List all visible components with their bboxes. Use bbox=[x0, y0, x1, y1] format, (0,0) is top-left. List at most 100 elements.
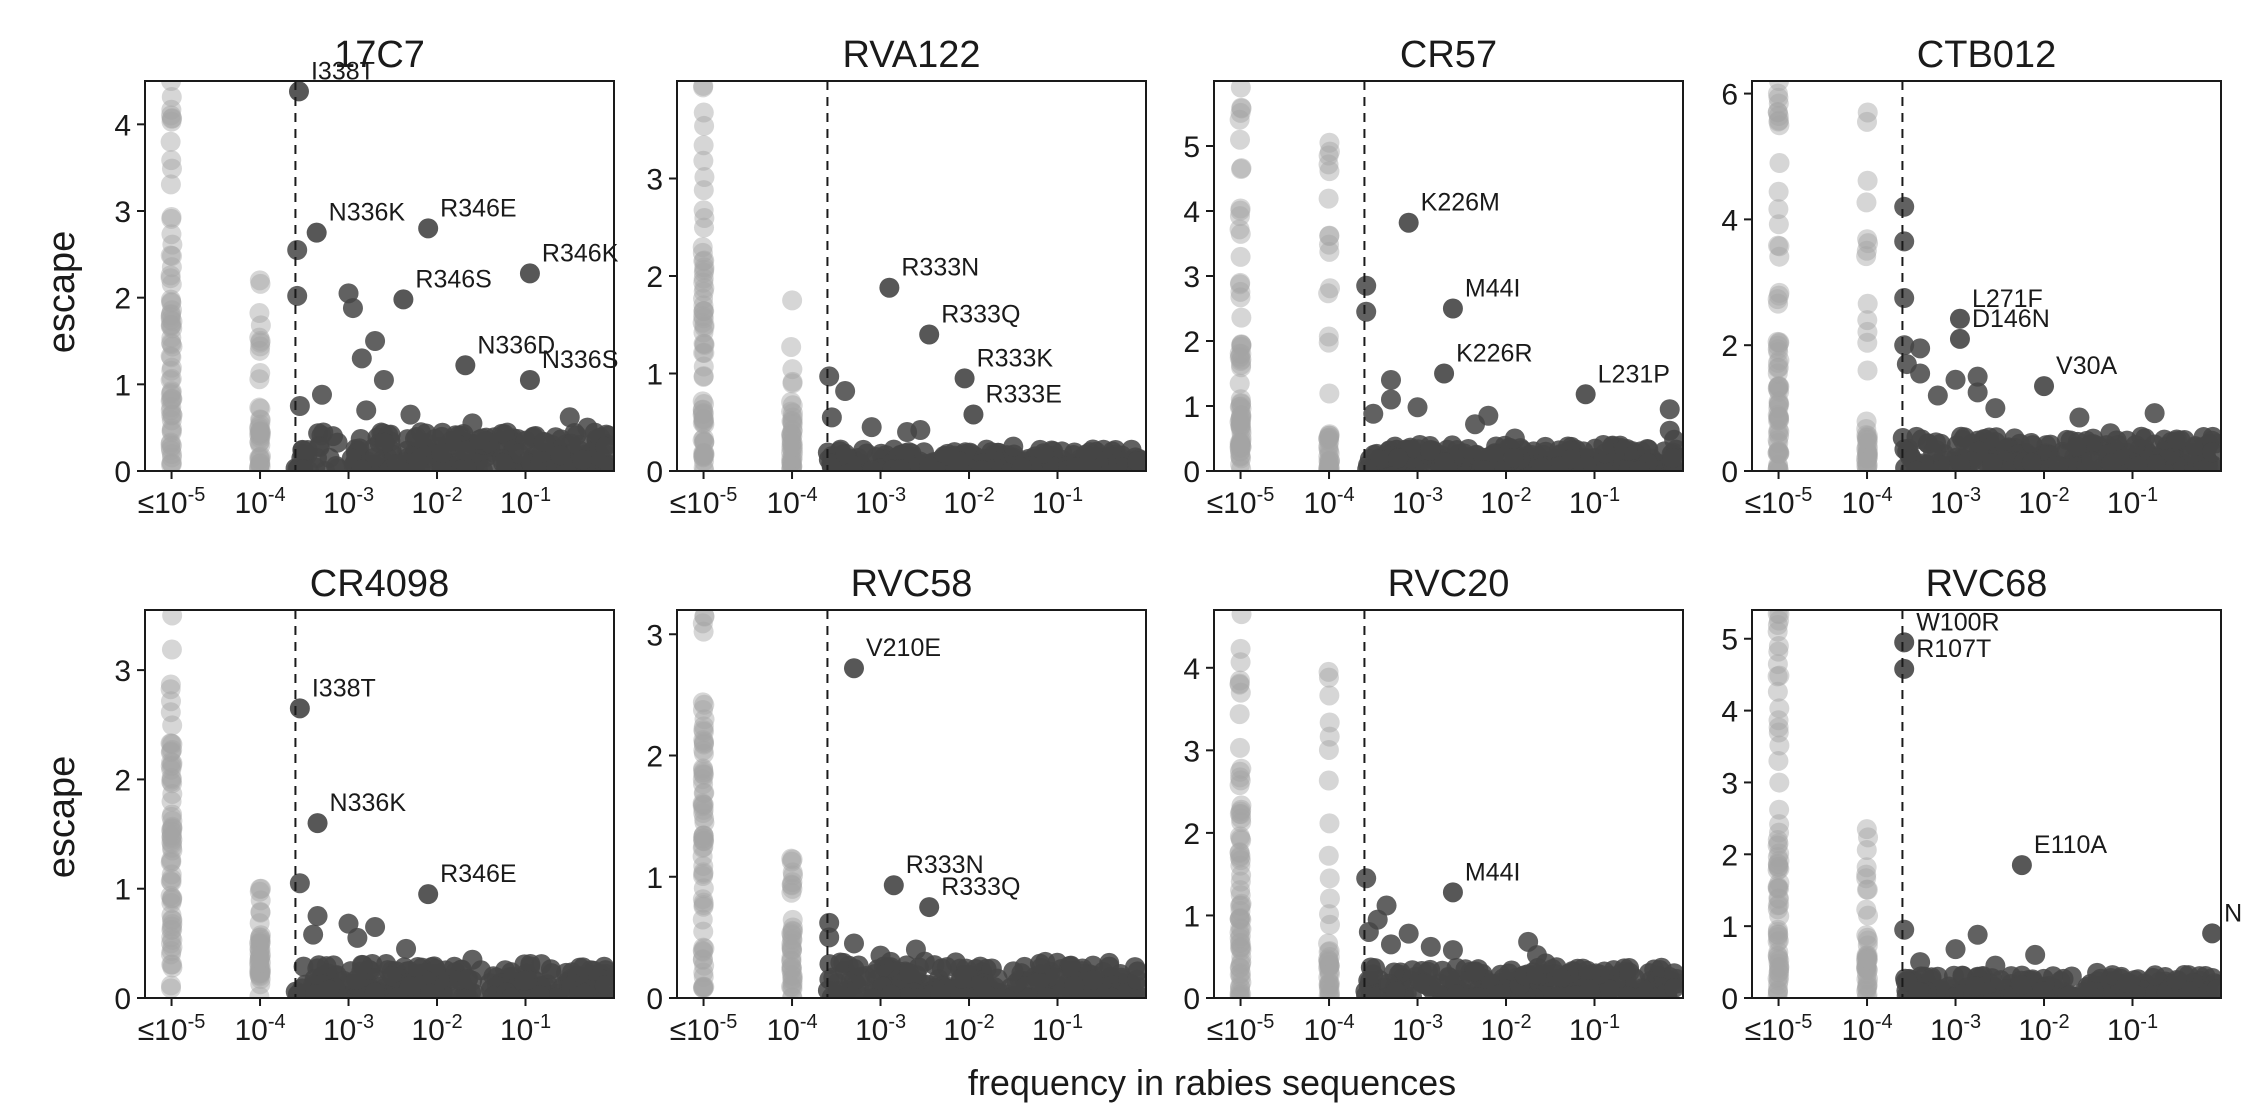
point-below-cutoff bbox=[1230, 907, 1251, 928]
point-below-cutoff bbox=[693, 825, 714, 846]
point-above-cutoff bbox=[894, 443, 915, 464]
point-below-cutoff bbox=[160, 702, 181, 723]
point-annotation: N336S bbox=[542, 346, 618, 374]
point-below-cutoff bbox=[1319, 425, 1340, 446]
point-below-cutoff bbox=[161, 360, 182, 381]
point-below-cutoff bbox=[1769, 381, 1790, 402]
point-below-cutoff bbox=[162, 954, 183, 975]
point-above-cutoff bbox=[1356, 275, 1377, 296]
x-tick-label: 10-3 bbox=[323, 484, 374, 520]
point-below-cutoff bbox=[1768, 379, 1789, 400]
point-below-cutoff bbox=[249, 947, 270, 968]
point-below-cutoff bbox=[1768, 974, 1789, 995]
point-below-cutoff bbox=[781, 851, 802, 872]
x-tick-label: 10-1 bbox=[1032, 1011, 1083, 1047]
y-tick-label: 1 bbox=[646, 862, 663, 895]
point-below-cutoff bbox=[250, 933, 271, 954]
point-below-cutoff bbox=[1767, 860, 1788, 881]
point-above-cutoff bbox=[862, 987, 883, 998]
point-labeled bbox=[1949, 328, 1970, 349]
point-below-cutoff bbox=[1858, 968, 1879, 989]
point-below-cutoff bbox=[1857, 429, 1878, 450]
point-below-cutoff bbox=[1857, 959, 1878, 980]
point-below-cutoff bbox=[1857, 433, 1878, 454]
point-above-cutoff bbox=[1550, 968, 1571, 989]
point-below-cutoff bbox=[1230, 223, 1251, 244]
point-below-cutoff bbox=[161, 291, 182, 312]
point-below-cutoff bbox=[692, 949, 713, 970]
point-above-cutoff bbox=[351, 954, 372, 975]
x-tick-label: 10-4 bbox=[766, 484, 817, 520]
point-below-cutoff bbox=[250, 423, 271, 444]
point-below-cutoff bbox=[781, 976, 802, 997]
point-below-cutoff bbox=[1319, 956, 1340, 977]
point-below-cutoff bbox=[249, 453, 270, 471]
point-above-cutoff bbox=[843, 933, 864, 954]
point-above-cutoff bbox=[1011, 457, 1032, 471]
y-tick-label: 1 bbox=[646, 359, 663, 392]
points-layer bbox=[692, 81, 1146, 471]
point-above-cutoff bbox=[1985, 398, 2006, 419]
point-below-cutoff bbox=[161, 327, 182, 348]
point-below-cutoff bbox=[1231, 307, 1252, 328]
point-below-cutoff bbox=[782, 976, 803, 997]
point-above-cutoff bbox=[364, 447, 385, 468]
point-below-cutoff bbox=[1768, 962, 1789, 983]
point-below-cutoff bbox=[250, 966, 271, 987]
point-below-cutoff bbox=[161, 975, 182, 996]
axes-frame bbox=[144, 80, 615, 472]
point-below-cutoff bbox=[693, 856, 714, 877]
point-below-cutoff bbox=[692, 846, 713, 867]
point-below-cutoff bbox=[161, 909, 182, 930]
point-below-cutoff bbox=[782, 410, 803, 431]
point-above-cutoff bbox=[1619, 957, 1640, 978]
point-below-cutoff bbox=[1230, 346, 1251, 367]
point-above-cutoff bbox=[1358, 921, 1379, 942]
y-tick-label: 5 bbox=[1721, 624, 1738, 657]
point-below-cutoff bbox=[1231, 354, 1252, 375]
point-below-cutoff bbox=[693, 830, 714, 851]
point-below-cutoff bbox=[162, 914, 183, 935]
point-above-cutoff bbox=[1906, 460, 1927, 471]
point-below-cutoff bbox=[1318, 956, 1339, 977]
point-below-cutoff bbox=[1231, 799, 1252, 820]
point-below-cutoff bbox=[250, 453, 271, 471]
point-below-cutoff bbox=[1229, 373, 1250, 394]
point-below-cutoff bbox=[1857, 453, 1878, 471]
point-below-cutoff bbox=[693, 716, 714, 737]
point-below-cutoff bbox=[782, 987, 803, 998]
point-below-cutoff bbox=[250, 952, 271, 973]
point-below-cutoff bbox=[693, 451, 714, 471]
point-below-cutoff bbox=[1318, 435, 1339, 456]
point-below-cutoff bbox=[1319, 132, 1340, 153]
point-below-cutoff bbox=[1230, 415, 1251, 436]
point-below-cutoff bbox=[694, 259, 715, 280]
y-axis-label-bottom: escape bbox=[41, 756, 83, 879]
point-below-cutoff bbox=[1231, 610, 1252, 625]
point-below-cutoff bbox=[1231, 436, 1252, 457]
point-above-cutoff bbox=[346, 969, 367, 990]
point-below-cutoff bbox=[1231, 893, 1252, 914]
points-layer bbox=[692, 610, 1146, 998]
x-tick-label: 10-3 bbox=[1392, 1011, 1443, 1047]
point-below-cutoff bbox=[1767, 835, 1788, 856]
point-below-cutoff bbox=[1768, 407, 1789, 428]
point-below-cutoff bbox=[1858, 233, 1879, 254]
point-below-cutoff bbox=[1856, 240, 1877, 261]
point-below-cutoff bbox=[1319, 976, 1340, 997]
point-above-cutoff bbox=[1442, 940, 1463, 961]
point-below-cutoff bbox=[1319, 383, 1340, 404]
point-below-cutoff bbox=[1857, 975, 1878, 996]
point-above-cutoff bbox=[1489, 984, 1510, 998]
point-below-cutoff bbox=[693, 428, 714, 449]
point-below-cutoff bbox=[161, 208, 182, 229]
point-below-cutoff bbox=[781, 425, 802, 446]
point-above-cutoff bbox=[1420, 440, 1441, 461]
point-below-cutoff bbox=[1857, 948, 1878, 969]
point-below-cutoff bbox=[1767, 854, 1788, 875]
point-below-cutoff bbox=[160, 733, 181, 754]
point-below-cutoff bbox=[1767, 946, 1788, 967]
point-annotation: R346K bbox=[542, 239, 619, 267]
point-below-cutoff bbox=[161, 108, 182, 129]
point-labeled bbox=[1442, 298, 1463, 319]
